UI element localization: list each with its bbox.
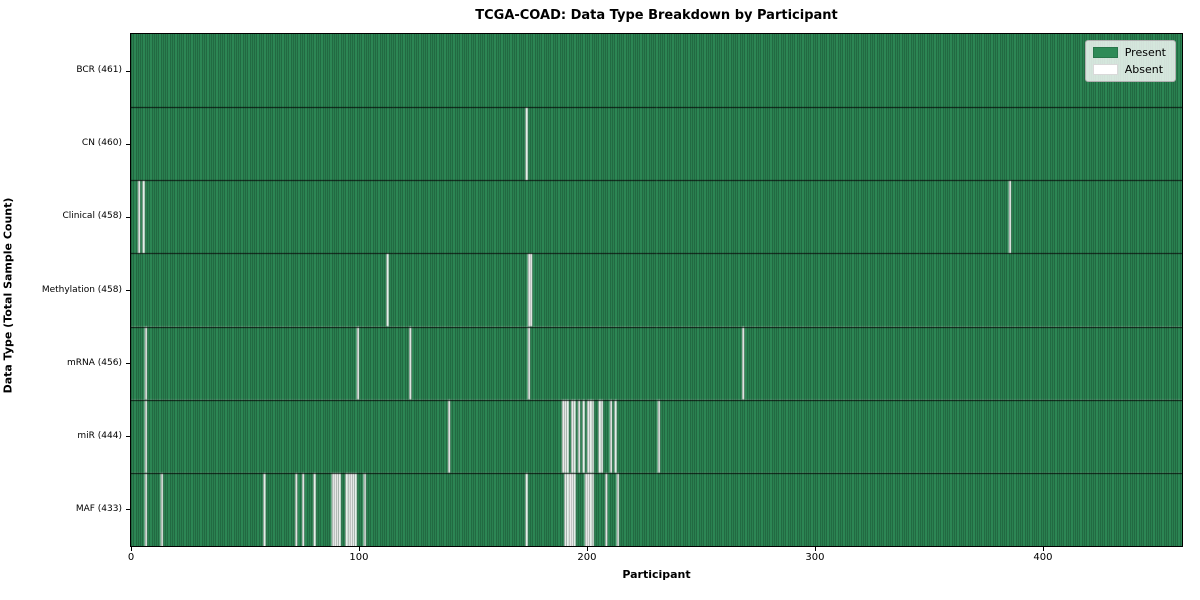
y-tick-mark xyxy=(126,217,130,218)
y-tick-label: MAF (433) xyxy=(75,503,122,514)
x-tick-mark xyxy=(131,547,132,551)
y-tick-label: miR (444) xyxy=(77,430,122,441)
x-tick-mark xyxy=(815,547,816,551)
legend-label-absent: Absent xyxy=(1124,63,1164,76)
legend-swatch-absent-icon xyxy=(1092,64,1118,75)
y-tick-label: BCR (461) xyxy=(76,65,122,76)
legend-swatch-present-icon xyxy=(1092,47,1118,58)
y-tick-label: Clinical (458) xyxy=(62,211,122,222)
x-tick-label: 400 xyxy=(1033,552,1053,563)
y-axis-title: Data Type (Total Sample Count) xyxy=(1,197,15,394)
y-tick-label: Methylation (458) xyxy=(41,284,122,295)
y-tick-label: mRNA (456) xyxy=(67,357,122,368)
x-tick-mark xyxy=(359,547,360,551)
chart-title: TCGA-COAD: Data Type Breakdown by Partic… xyxy=(475,8,838,23)
x-tick-label: 100 xyxy=(349,552,369,563)
x-tick-mark xyxy=(587,547,588,551)
legend: Present Absent xyxy=(1084,40,1176,82)
y-tick-mark xyxy=(126,71,130,72)
y-tick-mark xyxy=(126,290,130,291)
y-tick-mark xyxy=(126,144,130,145)
x-tick-label: 0 xyxy=(127,552,135,563)
y-tick-mark xyxy=(126,509,130,510)
plot-area: Present Absent xyxy=(130,33,1183,547)
heatmap-canvas xyxy=(131,34,1182,546)
x-tick-mark xyxy=(1043,547,1044,551)
x-tick-label: 300 xyxy=(805,552,825,563)
y-tick-label: CN (460) xyxy=(81,138,122,149)
x-axis-title: Participant xyxy=(622,568,691,581)
legend-label-present: Present xyxy=(1124,46,1166,59)
y-tick-mark xyxy=(126,363,130,364)
y-tick-mark xyxy=(126,436,130,437)
legend-item-present: Present xyxy=(1092,46,1166,59)
x-tick-label: 200 xyxy=(577,552,597,563)
legend-item-absent: Absent xyxy=(1092,63,1166,76)
